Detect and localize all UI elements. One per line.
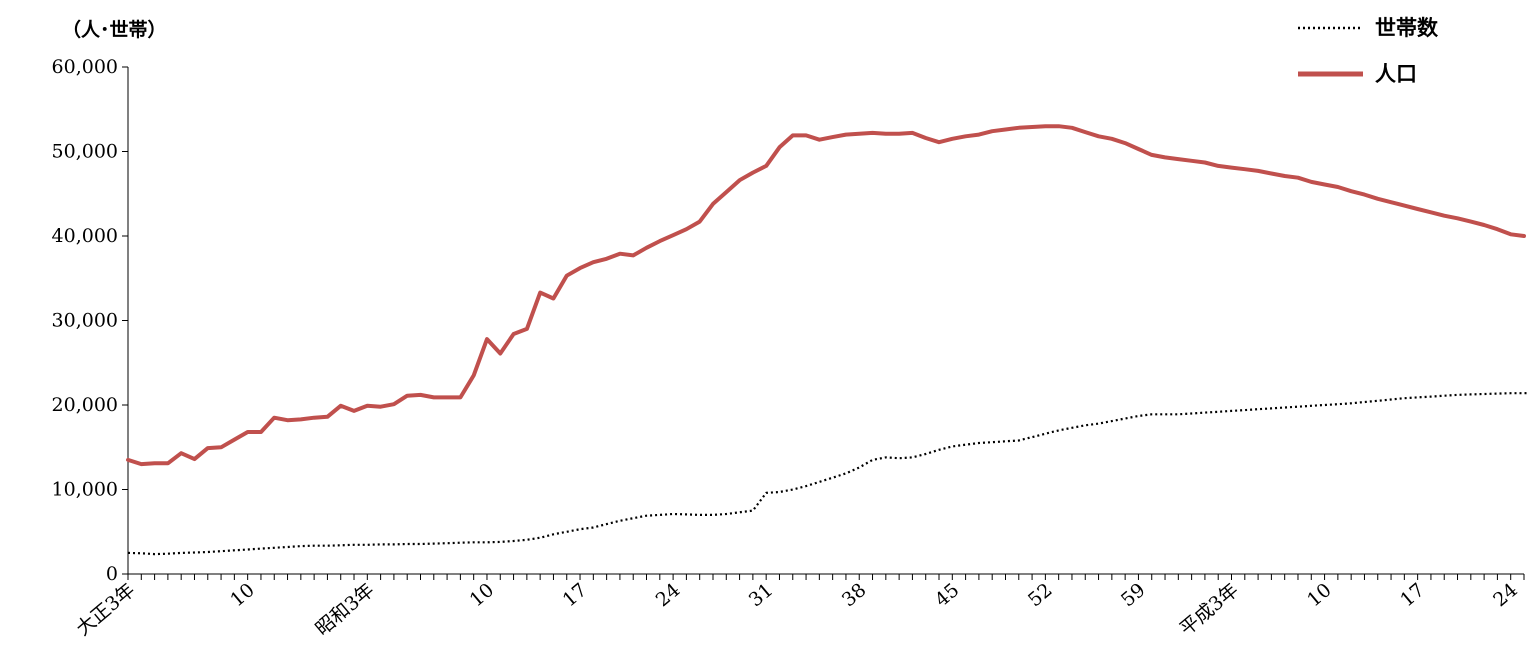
x-tick-label: 17 (1396, 579, 1429, 611)
y-tick-label: 0 (106, 563, 118, 585)
x-tick-label: 10 (1303, 579, 1336, 611)
x-tick-label: 24 (1489, 579, 1522, 611)
legend-households-label: 世帯数 (1375, 16, 1439, 40)
y-axis-unit-label: （人･世帯） (62, 18, 167, 41)
x-tick-label: 59 (1117, 579, 1150, 611)
x-tick-label: 45 (931, 579, 964, 611)
y-tick-label: 20,000 (52, 394, 118, 416)
x-tick-label: 昭和3年 (311, 579, 378, 640)
x-ticks: 大正3年10昭和3年1017243138455259平成3年101724令和元年 (72, 574, 1525, 640)
x-tick-label: 17 (559, 579, 592, 611)
x-tick-label: 31 (745, 579, 778, 611)
axes (127, 67, 1524, 575)
x-tick-label: 平成3年 (1176, 579, 1243, 640)
x-tick-label: 10 (226, 579, 259, 611)
population-line (126, 124, 1526, 467)
x-tick-label: 10 (466, 579, 499, 611)
y-tick-label: 30,000 (52, 310, 118, 332)
legend-population-label: 人口 (1375, 62, 1417, 86)
y-tick-label: 10,000 (52, 479, 118, 501)
households-line (127, 391, 1528, 556)
x-tick-label: 24 (652, 579, 685, 611)
series-layer (126, 124, 1528, 556)
y-tick-label: 60,000 (52, 56, 118, 78)
legend: 世帯数 人口 (1298, 16, 1439, 86)
x-tick-label: 52 (1024, 579, 1057, 611)
y-ticks: 0 10,000 20,000 30,000 40,000 50,000 60,000 (52, 56, 128, 585)
x-tick-label: 38 (838, 579, 871, 611)
x-tick-label: 大正3年 (72, 579, 139, 640)
y-tick-label: 40,000 (52, 225, 118, 247)
y-tick-label: 50,000 (52, 141, 118, 163)
